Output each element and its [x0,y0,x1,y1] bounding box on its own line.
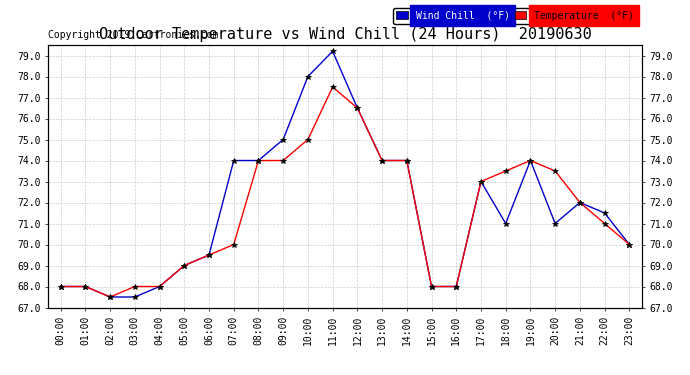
Text: Copyright 2019 Cartronics.com: Copyright 2019 Cartronics.com [48,30,219,40]
Title: Outdoor Temperature vs Wind Chill (24 Hours)  20190630: Outdoor Temperature vs Wind Chill (24 Ho… [99,27,591,42]
Legend: Wind Chill  (°F), Temperature  (°F): Wind Chill (°F), Temperature (°F) [393,8,637,24]
